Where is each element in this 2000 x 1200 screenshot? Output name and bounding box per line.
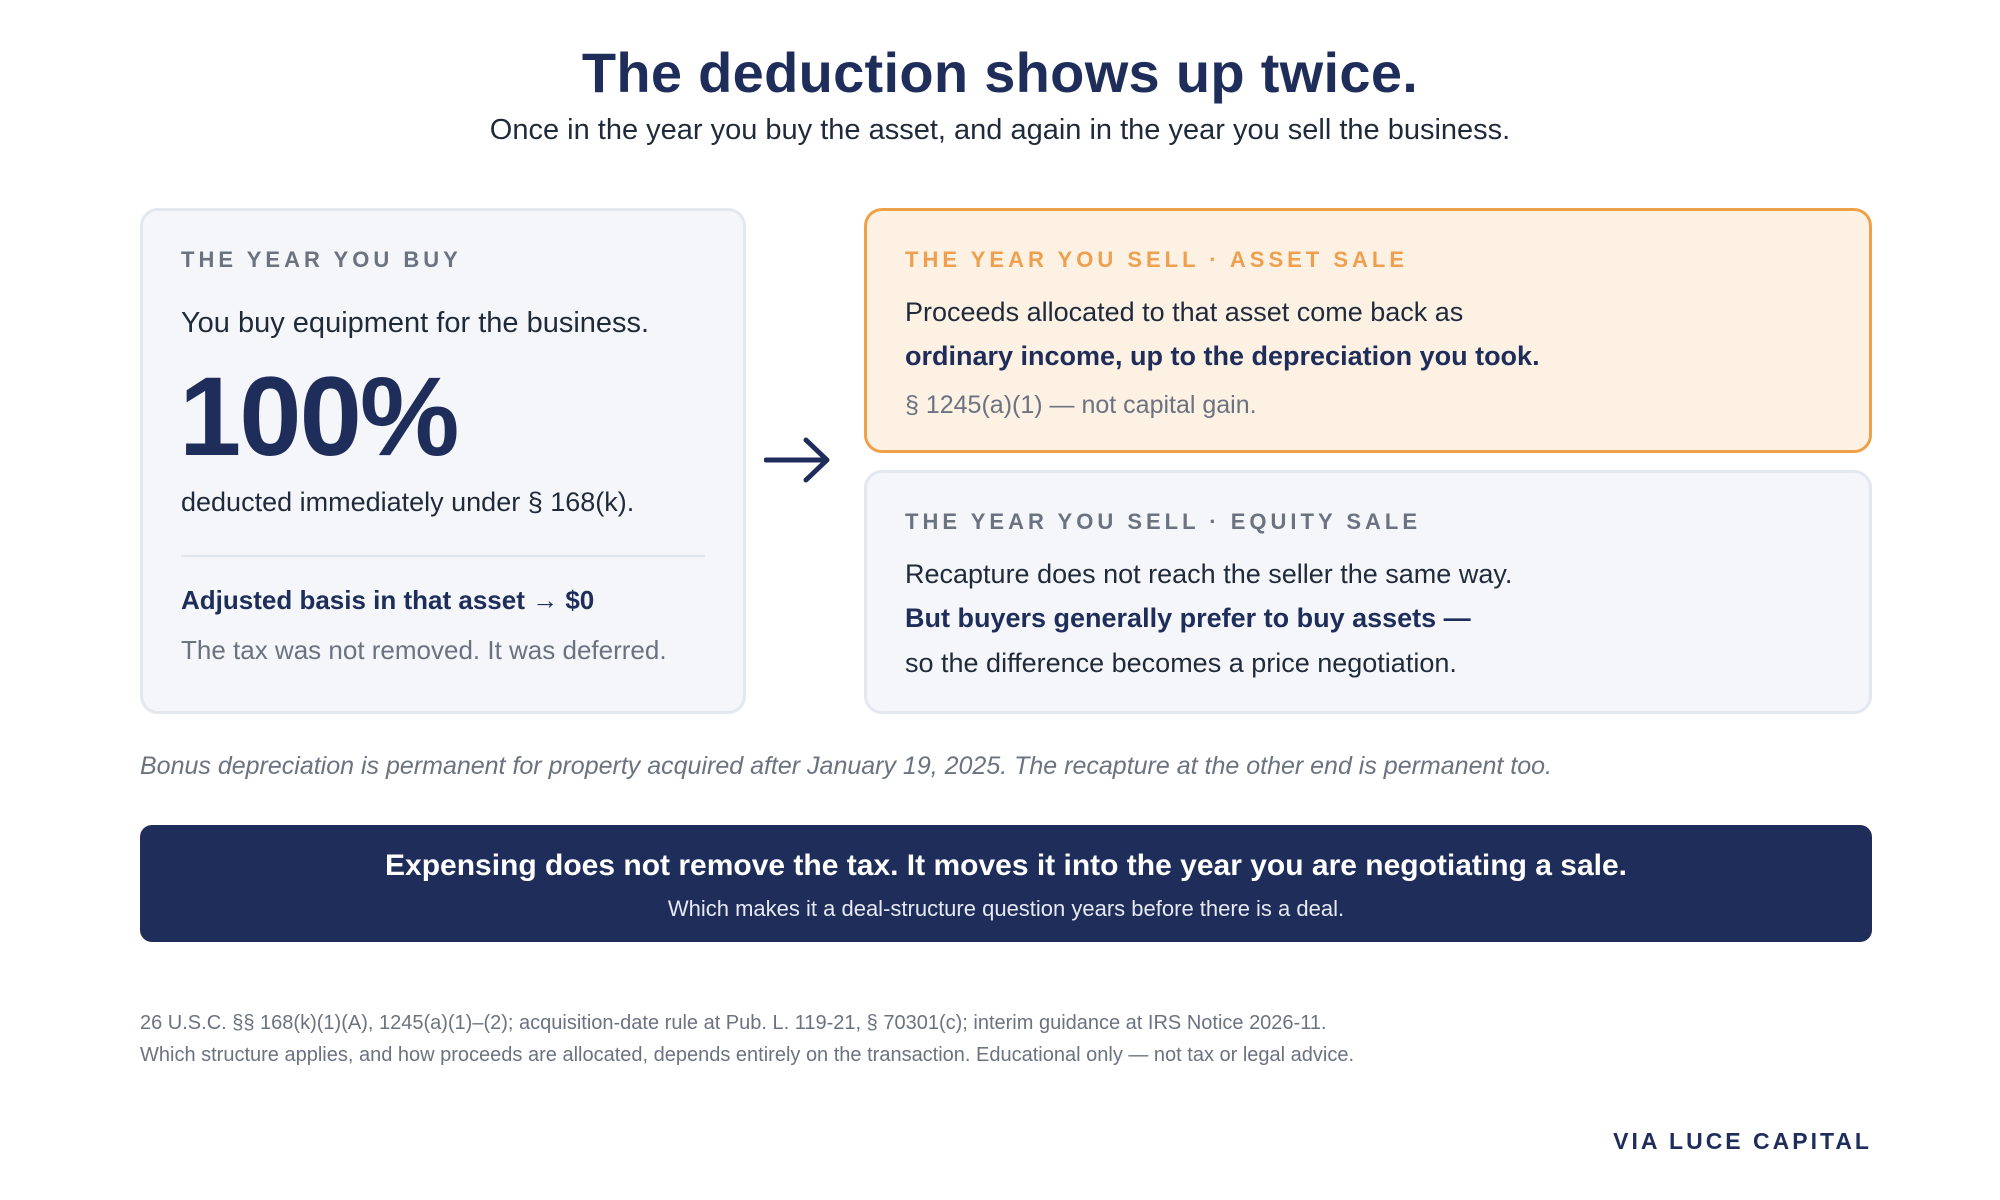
deduction-percentage: 100% bbox=[179, 354, 459, 479]
buy-card-eyebrow: THE YEAR YOU BUY bbox=[181, 247, 462, 272]
arrow-right-icon bbox=[764, 437, 830, 483]
equity-sale-card: THE YEAR YOU SELL · EQUITY SALE Recaptur… bbox=[864, 470, 1872, 714]
bonus-depreciation-note: Bonus depreciation is permanent for prop… bbox=[140, 752, 1552, 780]
banner-headline: Expensing does not remove the tax. It mo… bbox=[385, 849, 1627, 882]
brand-signature: VIA LUCE CAPITAL bbox=[1613, 1128, 1872, 1154]
equity-card-line-3: so the difference becomes a price negoti… bbox=[905, 648, 1457, 678]
page-title: The deduction shows up twice. bbox=[581, 41, 1419, 104]
citation-line-1: 26 U.S.C. §§ 168(k)(1)(A), 1245(a)(1)–(2… bbox=[140, 1012, 1327, 1034]
buy-card-note: The tax was not removed. It was deferred… bbox=[181, 635, 667, 665]
citation-line-2: Which structure applies, and how proceed… bbox=[140, 1044, 1355, 1066]
asset-card-line-2: ordinary income, up to the depreciation … bbox=[905, 341, 1540, 371]
equity-card-line-2: But buyers generally prefer to buy asset… bbox=[905, 603, 1471, 633]
year-you-buy-card: THE YEAR YOU BUY You buy equipment for t… bbox=[140, 208, 746, 714]
banner-subtext: Which makes it a deal-structure question… bbox=[667, 896, 1345, 921]
equity-card-line-1: Recapture does not reach the seller the … bbox=[905, 559, 1513, 589]
equity-card-eyebrow: THE YEAR YOU SELL · EQUITY SALE bbox=[905, 509, 1422, 534]
asset-card-line-1: Proceeds allocated to that asset come ba… bbox=[905, 297, 1464, 327]
asset-card-line-3: § 1245(a)(1) — not capital gain. bbox=[905, 391, 1257, 419]
asset-sale-card: THE YEAR YOU SELL · ASSET SALE Proceeds … bbox=[864, 208, 1872, 453]
adjusted-basis: Adjusted basis in that asset → $0 bbox=[181, 585, 595, 615]
buy-card-under: deducted immediately under § 168(k). bbox=[181, 487, 635, 517]
page-subtitle: Once in the year you buy the asset, and … bbox=[489, 114, 1511, 146]
buy-card-divider bbox=[181, 555, 705, 557]
asset-card-eyebrow: THE YEAR YOU SELL · ASSET SALE bbox=[905, 247, 1409, 272]
buy-card-lead: You buy equipment for the business. bbox=[181, 307, 650, 339]
key-takeaway-banner: Expensing does not remove the tax. It mo… bbox=[140, 825, 1872, 942]
